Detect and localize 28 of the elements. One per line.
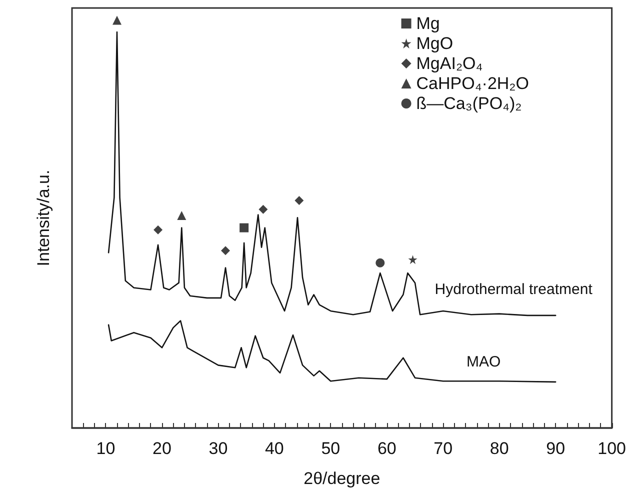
x-tick-label: 100 — [598, 439, 626, 458]
x-tick-label: 80 — [490, 439, 509, 458]
point — [376, 258, 385, 268]
series-label: MAO — [466, 353, 501, 370]
point — [112, 16, 122, 25]
x-tick-label: 50 — [321, 439, 340, 458]
point — [294, 196, 304, 205]
legend-label: Mg — [416, 14, 440, 33]
point — [408, 255, 418, 264]
legend-label: MgO — [416, 34, 454, 53]
x-tick-label: 30 — [208, 439, 228, 458]
x-tick-label: 10 — [96, 439, 116, 458]
point — [154, 225, 163, 234]
x-tick-label: 40 — [264, 439, 284, 458]
legend-label: ß—Ca₃(PO₄)₂ — [416, 94, 522, 113]
legend-label: CaHPO₄·2H₂O — [416, 74, 530, 93]
y-axis-title: Intensity/a.u. — [34, 170, 53, 266]
x-tick-label: 20 — [152, 439, 172, 458]
point — [258, 204, 268, 214]
point — [221, 246, 230, 256]
x-tick-label: 90 — [546, 439, 566, 458]
point — [177, 211, 186, 220]
x-axis-title: 2θ/degree — [304, 469, 380, 488]
series-label: Hydrothermal treatment — [434, 280, 594, 298]
x-tick-label: 70 — [434, 439, 453, 458]
point — [240, 223, 249, 232]
legend-label: MgAI₂O₄ — [416, 54, 483, 73]
x-tick-label: 60 — [377, 439, 396, 458]
